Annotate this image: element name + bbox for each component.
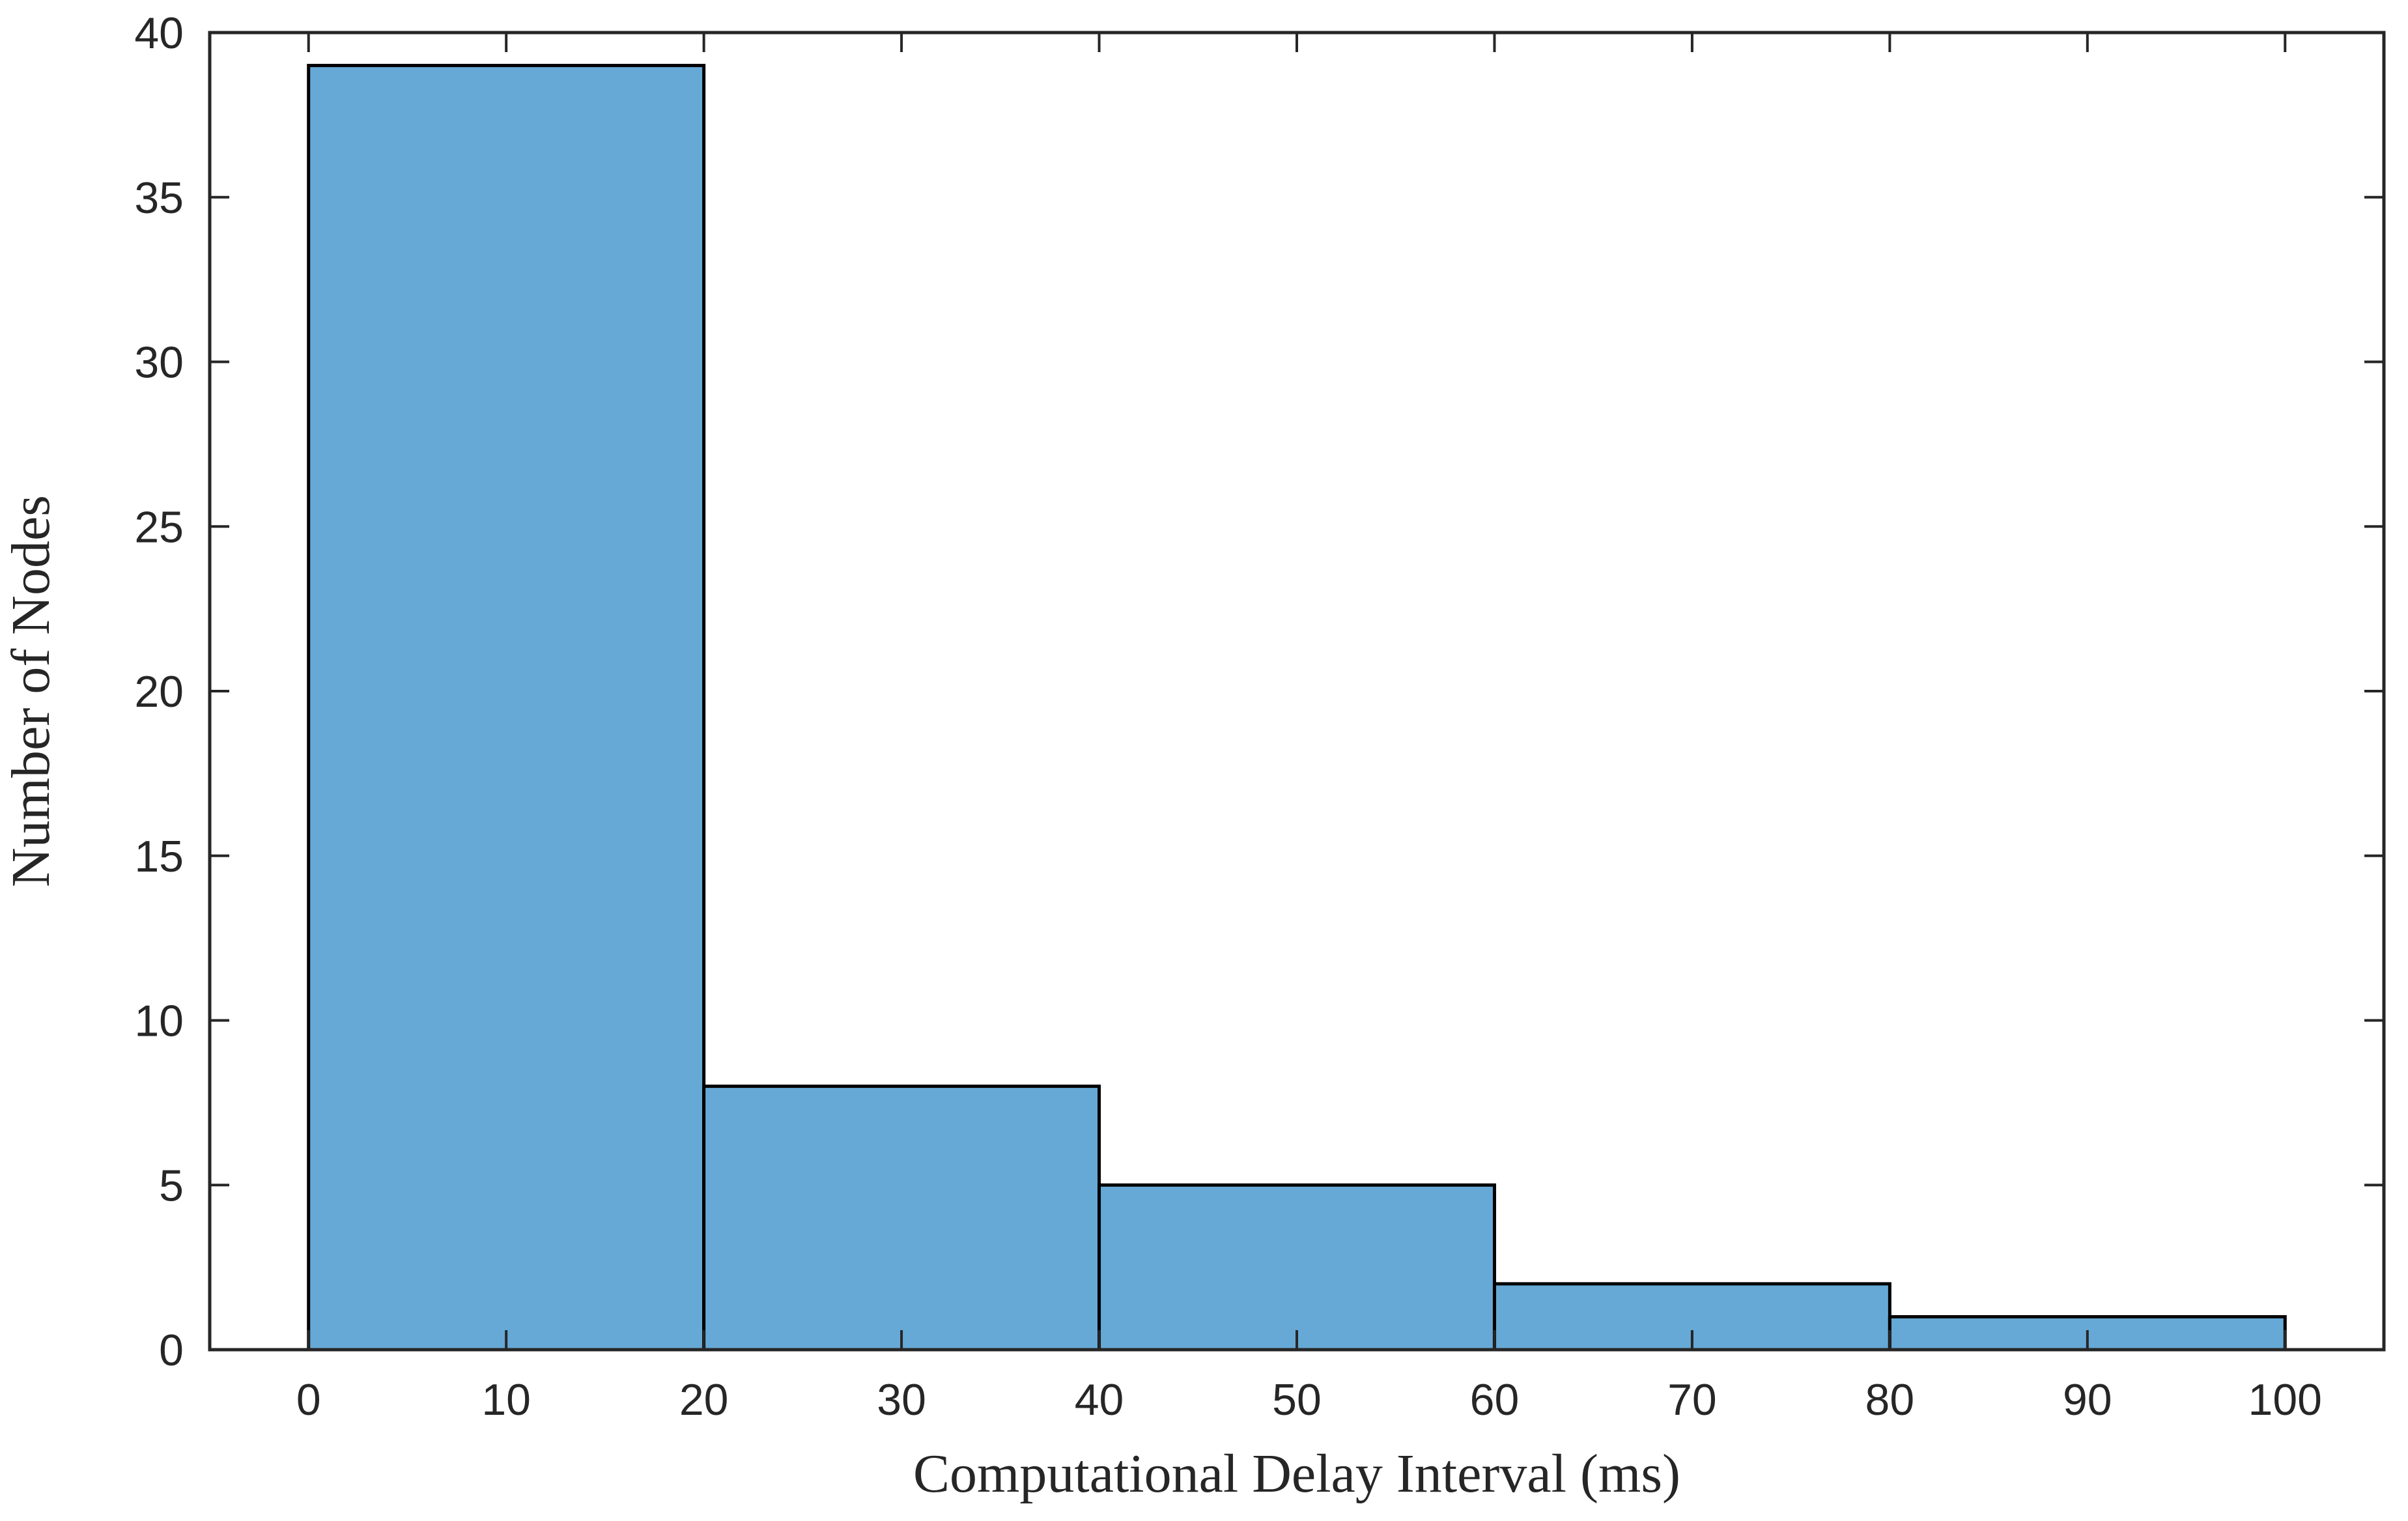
y-tick-label-25: 25: [134, 502, 184, 552]
x-tick-label-0: 0: [296, 1375, 321, 1425]
x-tick-label-40: 40: [1075, 1375, 1124, 1425]
x-tick-label-20: 20: [679, 1375, 729, 1425]
x-tick-label-50: 50: [1272, 1375, 1322, 1425]
histogram-bar-0-20: [307, 64, 706, 1352]
y-tick-label-15: 15: [134, 832, 184, 881]
histogram-bar-40-60: [1098, 1183, 1496, 1352]
y-tick-label-5: 5: [159, 1161, 184, 1210]
bars-layer: [307, 64, 2287, 1352]
plot-area-frame: [208, 31, 2386, 1352]
x-tick-label-80: 80: [1865, 1375, 1915, 1425]
x-tick-label-10: 10: [481, 1375, 531, 1425]
y-tick-label-35: 35: [134, 173, 184, 223]
x-tick-label-30: 30: [877, 1375, 926, 1425]
y-tick-label-0: 0: [159, 1326, 184, 1375]
y-tick-label-40: 40: [134, 8, 184, 58]
y-tick-label-20: 20: [134, 667, 184, 717]
x-axis-title: Computational Delay Interval (ms): [913, 1443, 1680, 1504]
x-tick-label-70: 70: [1667, 1375, 1717, 1425]
x-tick-label-60: 60: [1470, 1375, 1520, 1425]
tick-labels-layer: 0 10 20 30 40 50 60 70 80 90 100 0 5 10 15 20 25 30 35 40: [134, 8, 2322, 1425]
y-tick-label-10: 10: [134, 997, 184, 1046]
histogram-bar-20-40: [702, 1085, 1101, 1352]
x-tick-label-100: 100: [2248, 1375, 2322, 1425]
x-tick-label-90: 90: [2063, 1375, 2112, 1425]
y-tick-label-30: 30: [134, 338, 184, 388]
y-axis-title: Number of Nodes: [1, 495, 61, 887]
